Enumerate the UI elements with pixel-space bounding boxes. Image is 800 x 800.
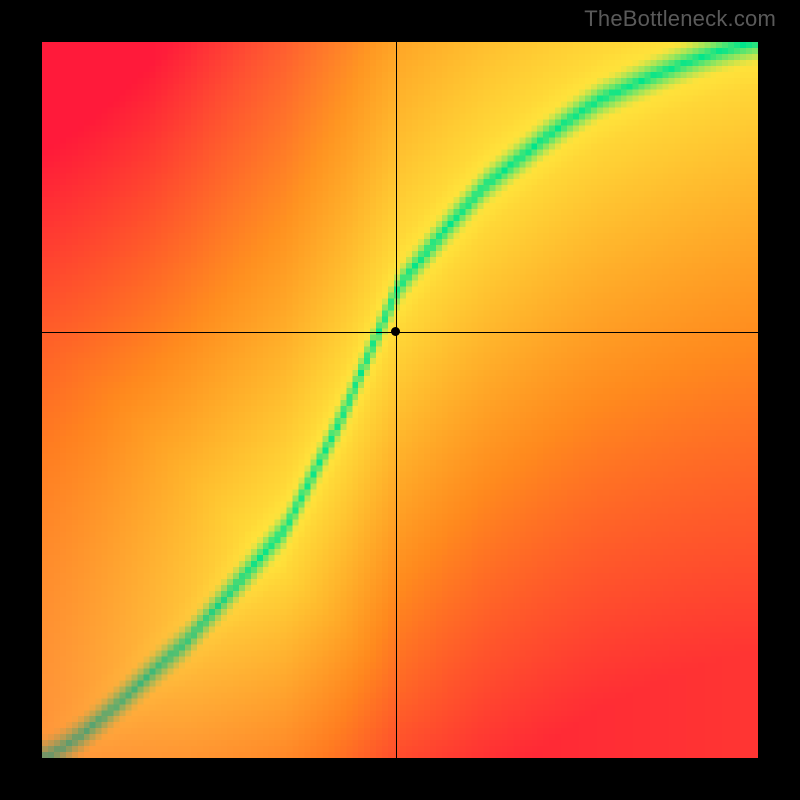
watermark-text: TheBottleneck.com xyxy=(584,6,776,32)
crosshair-vertical xyxy=(396,42,397,758)
heatmap-canvas xyxy=(42,42,758,758)
heatmap-plot xyxy=(42,42,758,758)
crosshair-horizontal xyxy=(42,332,758,333)
